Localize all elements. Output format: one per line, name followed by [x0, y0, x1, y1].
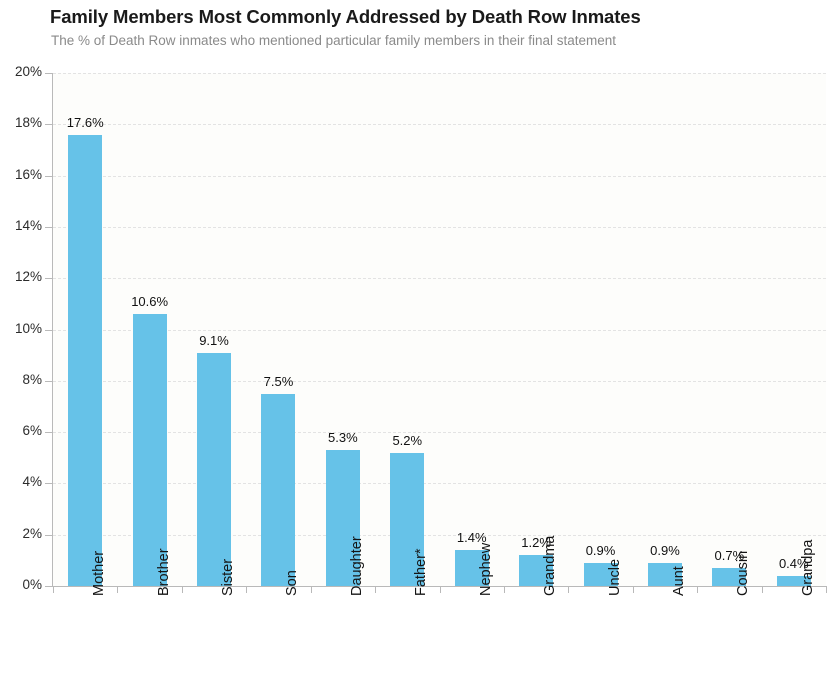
bar-value-label: 0.9%	[585, 542, 616, 558]
y-axis-tick-label: 10%	[14, 320, 42, 336]
gridline	[53, 534, 826, 536]
x-axis-tick-mark	[117, 586, 119, 593]
y-axis-line	[52, 73, 53, 587]
y-axis-tick-label: 14%	[14, 217, 42, 233]
x-axis-category-label: Brother	[155, 548, 172, 596]
x-axis-category-label: Daughter	[348, 536, 365, 596]
chart-subtitle: The % of Death Row inmates who mentioned…	[51, 33, 616, 48]
bar-value-label: 5.3%	[328, 430, 358, 446]
y-axis-tick-mark	[45, 380, 52, 382]
y-axis-tick-mark	[45, 483, 52, 485]
gridline	[53, 73, 826, 74]
y-axis-tick-label: 8%	[22, 371, 42, 387]
gridline	[53, 226, 826, 228]
gridline	[53, 124, 826, 126]
bar-value-label: 0.7%	[714, 548, 745, 564]
x-axis-tick-mark	[310, 586, 312, 593]
gridline	[53, 329, 826, 331]
x-axis-tick-mark	[439, 586, 441, 593]
y-axis-tick-mark	[45, 226, 52, 228]
y-axis-tick-label: 16%	[14, 166, 42, 182]
x-axis-tick-mark	[375, 586, 377, 593]
bar-value-label: 1.2%	[521, 535, 551, 551]
gridline	[53, 380, 826, 382]
bar-value-label: 0.9%	[650, 542, 680, 558]
bar-value-label: 17.6%	[66, 114, 104, 130]
bar-value-label: 7.5%	[263, 373, 294, 389]
y-axis-tick-mark	[45, 534, 52, 536]
x-axis-category-label: Father*	[413, 548, 430, 596]
bar-value-label: 0.4%	[778, 555, 809, 571]
x-axis-line	[52, 586, 826, 587]
bar-value-label: 9.1%	[199, 332, 229, 348]
x-axis-tick-mark	[697, 586, 699, 593]
bar-value-label: 5.2%	[392, 432, 423, 448]
y-axis-tick-label: 4%	[22, 474, 42, 490]
x-axis-category-label: Grandma	[542, 535, 559, 596]
y-axis-tick-mark	[45, 586, 52, 587]
x-axis-tick-mark	[568, 586, 570, 593]
x-axis-tick-mark	[761, 586, 763, 593]
y-axis-tick-mark	[45, 73, 52, 74]
y-axis-tick-label: 20%	[14, 64, 42, 79]
bar[interactable]	[68, 134, 103, 586]
page-title: Family Members Most Commonly Addressed b…	[50, 6, 641, 27]
x-axis-category-label: Son	[284, 570, 301, 596]
x-axis-category-label: Nephew	[477, 542, 494, 596]
x-axis-tick-mark	[826, 586, 827, 593]
y-axis-tick-label: 6%	[22, 423, 42, 439]
bar[interactable]	[583, 562, 618, 586]
bar[interactable]	[454, 550, 489, 586]
x-axis-category-label: Cousin	[735, 550, 752, 596]
bar-value-label: 10.6%	[131, 294, 169, 310]
gridline	[53, 175, 826, 177]
x-axis-category-label: Aunt	[670, 566, 687, 596]
x-axis-category-label: Mother	[91, 550, 108, 596]
bar[interactable]	[519, 555, 554, 586]
gridline	[53, 278, 826, 280]
x-axis-tick-mark	[181, 586, 183, 593]
y-axis-tick-label: 0%	[22, 577, 42, 592]
x-axis-category-label: Uncle	[606, 558, 623, 596]
y-axis-tick-label: 2%	[22, 525, 42, 541]
gridline	[53, 432, 826, 434]
x-axis-category-label: Grandpa	[799, 539, 816, 596]
bar[interactable]	[712, 568, 747, 586]
x-axis-category-label: Sister	[220, 558, 237, 596]
y-axis-tick-mark	[45, 278, 52, 280]
y-axis-tick-mark	[45, 124, 52, 126]
y-axis-tick-mark	[45, 175, 52, 177]
y-axis-tick-label: 18%	[14, 115, 42, 131]
plot-area	[53, 73, 826, 587]
x-axis-tick-mark	[53, 586, 54, 593]
y-axis-tick-mark	[45, 432, 52, 434]
bar[interactable]	[132, 314, 167, 586]
bar[interactable]	[197, 352, 232, 586]
x-axis-tick-mark	[246, 586, 248, 593]
x-axis-tick-mark	[503, 586, 505, 593]
bar[interactable]	[776, 575, 811, 586]
gridline	[53, 483, 826, 485]
y-axis-tick-mark	[45, 329, 52, 331]
bar[interactable]	[261, 393, 296, 586]
bar[interactable]	[325, 450, 360, 586]
bar[interactable]	[390, 452, 425, 586]
bar-value-label: 1.4%	[456, 530, 487, 546]
x-axis-tick-mark	[632, 586, 634, 593]
bar[interactable]	[647, 562, 682, 586]
y-axis-tick-label: 12%	[14, 269, 42, 285]
